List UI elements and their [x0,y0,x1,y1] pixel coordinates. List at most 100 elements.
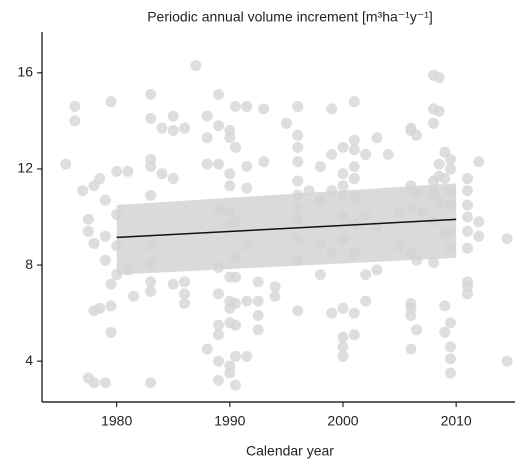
point [213,120,225,132]
point [201,110,213,122]
point [348,307,360,319]
point [213,329,225,341]
point [224,180,236,192]
point [292,129,304,141]
point [360,295,372,307]
point [445,317,456,329]
point [230,379,241,391]
point [105,278,117,290]
point [69,115,81,127]
point [179,122,191,134]
point [99,194,111,206]
x-axis-label: Calendar year [246,443,334,459]
point [473,230,485,242]
point [292,141,304,153]
point [337,180,349,192]
point [252,324,264,336]
point [241,350,253,362]
point [82,225,94,237]
point [473,156,485,168]
point [111,165,123,177]
point [241,100,253,112]
point [337,341,349,353]
point [348,173,360,185]
point [224,132,236,144]
point [473,216,485,228]
point [337,302,349,314]
point [105,96,117,108]
point [445,353,456,365]
point [105,300,117,312]
point [213,374,225,386]
point [337,141,349,153]
point [348,134,360,146]
point [145,285,157,297]
point [241,182,253,194]
chart-title: Periodic annual volume increment [m³ha⁻¹… [147,9,433,25]
point [201,343,213,355]
point [411,324,423,336]
point [433,158,445,170]
point [201,158,213,170]
point [292,156,304,168]
point [445,367,456,379]
point [230,271,241,283]
point [439,173,451,185]
point [501,355,513,367]
x-tick-label: 2000 [327,413,358,429]
point [213,88,225,100]
point [252,310,264,322]
point [224,168,236,180]
point [326,307,338,319]
point [99,377,111,389]
point [428,117,440,129]
point [348,144,360,156]
point [179,297,191,309]
point [179,276,191,288]
point [439,326,451,338]
point [99,230,111,242]
point [348,329,360,341]
point [145,189,157,201]
point [461,173,473,185]
point [60,158,72,170]
y-tick-label: 8 [25,256,33,272]
point [179,288,191,300]
point [280,117,292,129]
point [314,161,326,173]
point [405,343,417,355]
point [156,168,168,180]
point [445,153,456,165]
point [128,290,140,302]
point [461,211,473,223]
point [269,290,281,302]
point [224,367,236,379]
fit-line [116,218,457,239]
point [405,310,417,322]
point [337,350,349,362]
point [314,269,326,281]
point [258,156,270,168]
point [190,60,202,72]
point [382,149,394,161]
point [326,103,338,115]
point [167,110,179,122]
point [213,355,225,367]
point [145,161,157,173]
point [258,103,270,115]
point [230,319,241,331]
point [252,295,264,307]
point [461,225,473,237]
point [145,377,157,389]
y-tick-label: 12 [17,160,33,176]
point [252,276,264,288]
point [371,132,383,144]
point [433,105,445,117]
point [77,185,89,197]
point [156,122,168,134]
x-tick-label: 1980 [101,413,132,429]
point [326,149,338,161]
point [213,319,225,331]
y-tick-label: 16 [17,64,33,80]
